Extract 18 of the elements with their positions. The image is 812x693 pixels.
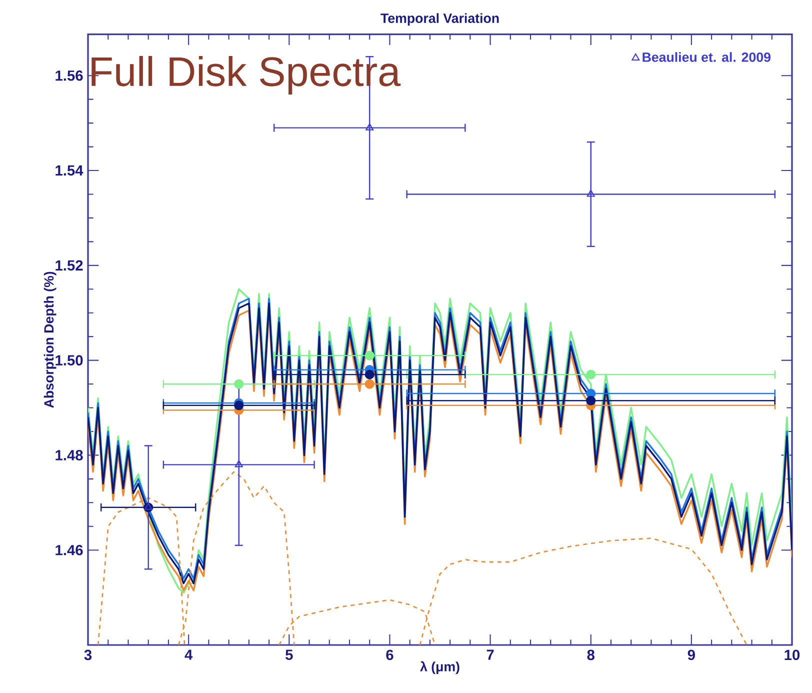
chart-title: Temporal Variation [380,13,499,26]
y-axis-title: Absorption Depth (%) [44,272,56,408]
x-tick-label: 4 [184,650,193,660]
y-tick-label: 1.56 [56,70,83,81]
x-tick-label: 10 [784,650,800,660]
x-tick-label: 8 [587,650,594,660]
legend-label: Beaulieu et. al. 2009 [642,52,770,62]
x-tick-label: 9 [688,650,695,660]
x-axis-title: λ (μm) [420,661,460,674]
y-tick-label: 1.52 [56,260,83,271]
y-tick-label: 1.46 [56,544,83,556]
x-tick-label: 5 [286,650,293,660]
y-tick-label: 1.54 [56,165,84,176]
x-tick-label: 6 [386,650,394,660]
x-tick-label: 7 [486,650,494,660]
y-tick-label: 1.48 [56,450,83,460]
x-tick-label: 3 [84,650,92,660]
y-tick-label: 1.50 [56,355,83,366]
